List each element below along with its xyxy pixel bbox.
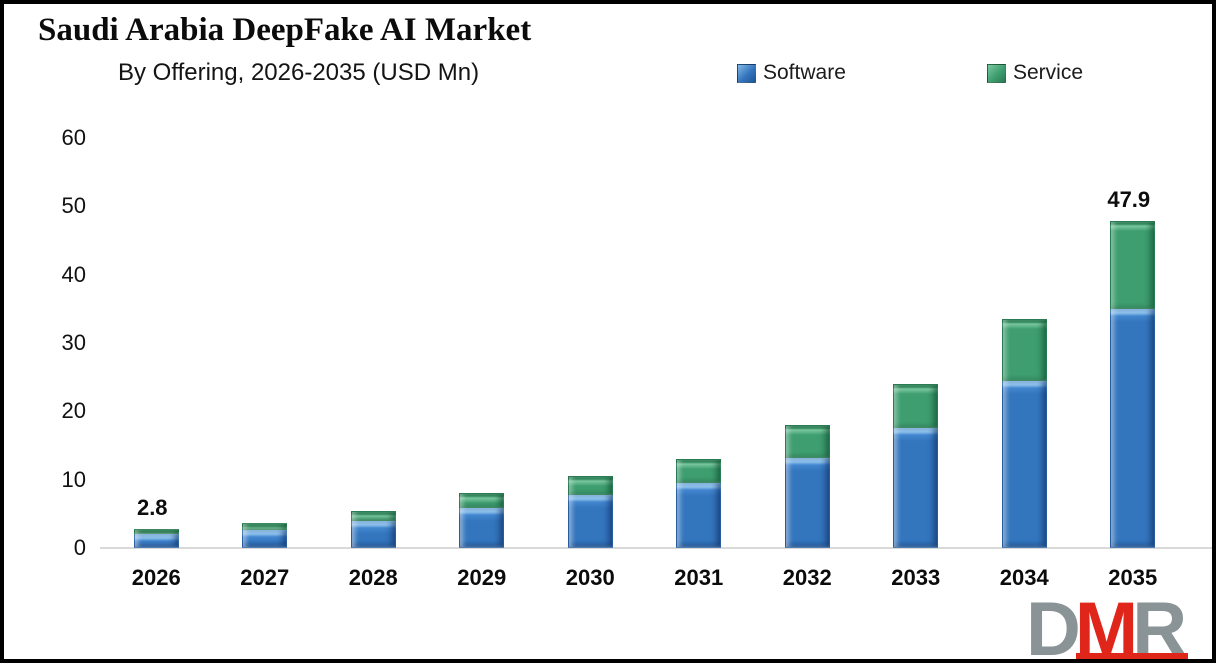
bar-2031 — [676, 459, 722, 548]
x-axis-line — [100, 547, 1212, 549]
y-axis-tick-label: 0 — [73, 535, 86, 560]
x-axis-label-2035: 2035 — [1108, 565, 1158, 590]
service-segment-2032 — [784, 425, 830, 459]
x-axis-label-2027: 2027 — [240, 565, 290, 590]
legend-item-service: Service — [987, 61, 1083, 85]
software-segment-2029 — [459, 508, 505, 548]
chart-title: Saudi Arabia DeepFake AI Market — [38, 12, 532, 48]
y-axis-tick-label: 10 — [61, 466, 86, 492]
bar-2027 — [242, 523, 288, 548]
bar-2034 — [1001, 319, 1047, 548]
bar-2030 — [567, 476, 613, 548]
software-segment-2034 — [1001, 380, 1047, 548]
service-segment-2035 — [1110, 220, 1156, 309]
logo-letter-d: D — [1026, 587, 1081, 663]
software-segment-2028 — [350, 521, 396, 548]
software-segment-2031 — [676, 483, 722, 548]
dmr-logo: DMR — [1026, 592, 1187, 660]
bar-2032 — [784, 425, 830, 548]
bar-2035 — [1110, 220, 1156, 548]
dmr-logo-letters: DMR — [1026, 592, 1187, 660]
data-label-2035: 47.9 — [1107, 186, 1151, 212]
y-axis-tick-label: 20 — [61, 398, 86, 424]
legend-label-service: Service — [1013, 61, 1084, 84]
logo-letter-m: M — [1074, 587, 1138, 663]
x-axis-label-2031: 2031 — [674, 565, 724, 590]
logo-letter-r: R — [1132, 587, 1187, 663]
bar-2033 — [893, 384, 939, 548]
service-segment-2029 — [459, 493, 505, 509]
service-segment-2031 — [676, 459, 722, 484]
software-legend-swatch-icon — [737, 63, 756, 83]
software-segment-2026 — [133, 534, 179, 548]
x-axis-label-2032: 2032 — [782, 565, 832, 590]
software-segment-2032 — [784, 458, 830, 548]
x-axis-label-2034: 2034 — [999, 565, 1049, 590]
y-axis-tick-label: 50 — [61, 193, 86, 219]
bar-2028 — [350, 511, 396, 548]
chart-subtitle: By Offering, 2026-2035 (USD Mn) — [118, 59, 480, 86]
x-axis-label-2028: 2028 — [348, 565, 398, 590]
dmr-logo-red-bar — [1076, 653, 1188, 659]
service-segment-2034 — [1001, 319, 1047, 381]
x-axis-label-2026: 2026 — [131, 565, 181, 590]
service-segment-2028 — [350, 511, 396, 522]
service-segment-2030 — [567, 476, 613, 496]
service-segment-2026 — [133, 528, 179, 535]
service-legend-swatch-icon — [987, 63, 1006, 83]
x-axis-label-2030: 2030 — [565, 565, 615, 590]
x-axis-label-2029: 2029 — [457, 565, 507, 590]
x-axis-label-2033: 2033 — [891, 565, 941, 590]
y-axis-tick-label: 60 — [61, 125, 86, 150]
y-axis-tick-label: 40 — [61, 261, 86, 287]
service-segment-2027 — [242, 523, 288, 531]
legend-item-software: Software — [737, 61, 846, 85]
bar-2029 — [459, 493, 505, 548]
service-segment-2033 — [893, 384, 939, 429]
software-segment-2035 — [1110, 308, 1156, 548]
data-label-2026: 2.8 — [136, 494, 168, 520]
software-segment-2027 — [242, 530, 288, 548]
bar-2026 — [133, 528, 179, 548]
software-segment-2033 — [893, 428, 939, 548]
y-axis-tick-label: 30 — [61, 330, 86, 355]
legend-label-software: Software — [763, 61, 846, 84]
software-segment-2030 — [567, 495, 613, 548]
